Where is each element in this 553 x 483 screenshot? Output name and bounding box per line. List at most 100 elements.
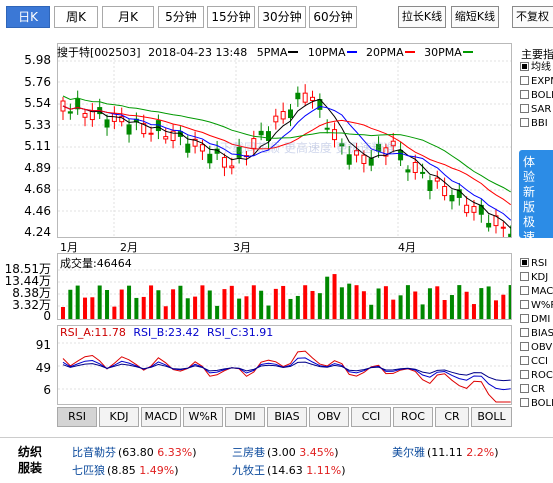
candle-body [471, 206, 477, 213]
candle-body [354, 150, 360, 156]
volume-chart [58, 269, 511, 319]
month-jan: 1月 [60, 241, 78, 254]
tab-daily-k[interactable]: 日K [6, 6, 50, 28]
sub-indicator-option[interactable]: OBV [520, 341, 552, 355]
volume-bar [193, 296, 198, 319]
sub-indicator-option[interactable]: W%R [520, 299, 553, 313]
tab-30min[interactable]: 30分钟 [258, 6, 306, 28]
tab-cr[interactable]: CR [435, 407, 469, 427]
sub-indicator-option[interactable]: BOLL [520, 397, 553, 411]
month-feb: 2月 [120, 241, 138, 254]
checkbox-icon[interactable] [520, 342, 529, 351]
main-indicator-option[interactable]: BBI [520, 117, 548, 131]
sector-stock-2[interactable]: 三房巷 (3.00 3.45%) [232, 446, 339, 459]
tab-kdj[interactable]: KDJ [99, 407, 139, 427]
price-tick-label: 5.54 [24, 96, 51, 110]
volume-bar [449, 295, 454, 319]
volume-bar [112, 306, 117, 319]
volume-bar [200, 285, 205, 319]
tab-wr[interactable]: W%R [183, 407, 223, 427]
checkbox-icon[interactable] [520, 314, 529, 323]
volume-bar [347, 283, 352, 319]
volume-bar [75, 285, 80, 319]
main-indicator-option[interactable]: SAR [520, 103, 551, 117]
tab-15min[interactable]: 15分钟 [207, 6, 255, 28]
rsi-b-value: RSI_B:23.42 [133, 326, 200, 339]
sub-indicator-option[interactable]: BIAS [520, 327, 553, 341]
tab-monthly-k[interactable]: 月K [102, 6, 154, 28]
price-panel[interactable] [57, 43, 512, 238]
tab-boll[interactable]: BOLL [471, 407, 512, 427]
rights-dropdown[interactable]: 不复权 [512, 6, 553, 28]
sub-indicator-option[interactable]: KDJ [520, 271, 548, 285]
tab-5min[interactable]: 5分钟 [158, 6, 204, 28]
sector-stock-3[interactable]: 美尔雅 (11.11 2.2%) [392, 446, 499, 459]
sub-indicator-option[interactable]: DMI [520, 313, 550, 327]
candle-body [229, 165, 235, 169]
checkbox-icon[interactable] [520, 62, 529, 71]
stretch-k-button[interactable]: 拉长K线 [398, 6, 446, 28]
sector-stock-5[interactable]: 九牧王 (14.63 1.11%) [232, 464, 346, 477]
checkbox-icon[interactable] [520, 398, 529, 407]
sub-indicator-option[interactable]: CCI [520, 355, 548, 369]
volume-bar [288, 298, 293, 319]
volume-bar [383, 286, 388, 319]
volume-bar [464, 291, 469, 319]
volume-tick-label: 18.51万 [4, 262, 51, 276]
volume-tick-label: 3.32万 [12, 298, 51, 312]
volume-bar [141, 296, 146, 319]
checkbox-icon[interactable] [520, 384, 529, 393]
sector-name: 纺织服装 [18, 445, 43, 475]
checkbox-icon[interactable] [520, 286, 529, 295]
checkbox-icon[interactable] [520, 328, 529, 337]
checkbox-icon[interactable] [520, 90, 529, 99]
checkbox-icon[interactable] [520, 300, 529, 309]
tab-obv[interactable]: OBV [309, 407, 349, 427]
tab-dmi[interactable]: DMI [225, 407, 265, 427]
checkbox-icon[interactable] [520, 104, 529, 113]
candle-body [442, 186, 448, 197]
candle-body [434, 177, 440, 182]
candle-body [420, 171, 426, 174]
checkbox-icon[interactable] [520, 76, 529, 85]
rsi-panel[interactable]: RSI_A:11.78 RSI_B:23.42 RSI_C:31.91 [57, 325, 512, 405]
ma-line [62, 95, 511, 193]
shrink-k-button[interactable]: 缩短K线 [451, 6, 499, 28]
checkbox-icon[interactable] [520, 370, 529, 379]
volume-bar [127, 285, 132, 319]
checkbox-icon[interactable] [520, 356, 529, 365]
main-indicator-option[interactable]: 均线 [520, 61, 551, 75]
tab-cci[interactable]: CCI [351, 407, 391, 427]
tab-60min[interactable]: 60分钟 [309, 6, 357, 28]
tab-weekly-k[interactable]: 周K [54, 6, 98, 28]
main-indicator-option[interactable]: EXPM [520, 75, 553, 89]
tab-macd[interactable]: MACD [141, 407, 181, 427]
sub-indicator-option[interactable]: CR [520, 383, 545, 397]
volume-bar [486, 286, 491, 319]
tab-bias[interactable]: BIAS [267, 407, 307, 427]
tab-roc[interactable]: ROC [393, 407, 433, 427]
new-version-promo[interactable]: 体验新版极速行情 [519, 150, 553, 274]
checkbox-icon[interactable] [520, 272, 529, 281]
volume-bar [442, 299, 447, 319]
volume-bar [493, 300, 498, 319]
candle-body [199, 144, 205, 152]
candle-body [75, 98, 81, 110]
volume-bar [457, 285, 462, 319]
volume-bar [105, 289, 110, 319]
sector-stock-4[interactable]: 七匹狼 (8.85 1.49%) [72, 464, 179, 477]
sub-indicator-option[interactable]: ROC [520, 369, 553, 383]
price-tick-label: 5.76 [24, 75, 51, 89]
sector-stock-1[interactable]: 比音勒芬 (63.80 6.33%) [72, 446, 197, 459]
sub-indicator-option[interactable]: RSI [520, 257, 547, 271]
volume-panel[interactable]: 成交量:46464 [57, 253, 512, 320]
checkbox-icon[interactable] [520, 258, 529, 267]
volume-bar [369, 304, 374, 319]
rsi-chart [58, 342, 511, 403]
indicator-tabs: RSI KDJ MACD W%R DMI BIAS OBV CCI ROC CR… [57, 407, 512, 427]
checkbox-icon[interactable] [520, 118, 529, 127]
main-indicator-option[interactable]: BOLL [520, 89, 553, 103]
tab-rsi[interactable]: RSI [57, 407, 97, 427]
sub-indicator-option[interactable]: MACD [520, 285, 553, 299]
volume-bar [398, 295, 403, 319]
